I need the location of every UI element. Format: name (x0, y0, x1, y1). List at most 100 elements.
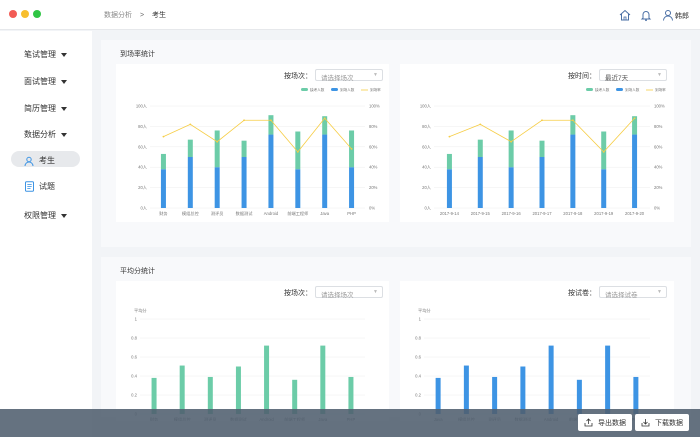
chart-svg: 平均分00.20.40.60.81财务模组总控测评员数据测试Android前端工… (131, 307, 365, 421)
x-tick-label: 财务 (159, 210, 168, 217)
x-tick-label: Java (320, 211, 330, 216)
y2-tick-label: 100% (369, 104, 380, 109)
session-select[interactable]: 请选择场次 ▼ (315, 69, 383, 82)
rate-point (162, 135, 165, 138)
bar (320, 345, 326, 414)
bar (576, 379, 582, 414)
y-tick-label: 20人 (138, 185, 148, 190)
y2-tick-label: 20% (369, 185, 378, 190)
legend-swatch (586, 88, 593, 91)
bar-absent (187, 139, 193, 157)
bar-attended (241, 157, 247, 208)
bar-absent (241, 140, 247, 157)
rate-line (163, 117, 352, 153)
rate-point (571, 119, 574, 122)
average-title: 平均分统计 (120, 268, 155, 275)
user-icon[interactable] (661, 8, 675, 22)
home-icon[interactable] (618, 8, 632, 22)
username[interactable]: 韩郎 (675, 13, 689, 20)
bar (520, 366, 526, 414)
sidebar-item-candidates[interactable] (11, 151, 80, 167)
bar-absent (570, 115, 576, 135)
bar-absent (508, 130, 514, 168)
y2-tick-label: 60% (369, 144, 378, 149)
bar-attended (508, 167, 514, 208)
sidebar-item-written-exam[interactable]: 笔试管理 (24, 49, 67, 60)
bar-absent (632, 116, 638, 135)
bar-attended (349, 167, 355, 208)
sidebar-item-interview[interactable]: 面试管理 (24, 76, 67, 87)
bar (151, 377, 157, 414)
sidebar-item-permissions[interactable]: 权限管理 (24, 210, 67, 221)
y2-tick-label: 80% (369, 124, 378, 129)
paper-select[interactable]: 请选择试卷 ▼ (599, 286, 667, 299)
legend-swatch (616, 88, 623, 91)
maximize-window-button[interactable] (33, 10, 41, 18)
rate-point (270, 119, 272, 122)
bar-attended (477, 157, 483, 208)
bar-absent (539, 140, 545, 157)
caret-down-icon (61, 106, 67, 111)
legend-swatch (301, 88, 308, 91)
sidebar-item-data-analysis[interactable]: 数据分析 (24, 129, 67, 140)
attendance-by-session-card: 按场次： 请选择场次 ▼ 缺考人数 到场人数 到场率 0人 0% 20人 20% 40人 40% 6… (116, 64, 389, 222)
time-select[interactable]: 最近7天 ▼ (599, 69, 667, 82)
bar-attended (570, 134, 576, 208)
chevron-down-icon: ▼ (657, 72, 662, 78)
y2-tick-label: 0% (369, 206, 375, 211)
y-tick-label: 100人 (136, 104, 148, 109)
avg-session-select[interactable]: 请选择场次 ▼ (315, 286, 383, 299)
bar (292, 379, 298, 414)
bar-attended (187, 157, 193, 208)
sidebar-item-label: 面试管理 (24, 77, 56, 86)
close-window-button[interactable] (9, 10, 17, 18)
legend-label: 到场人数 (625, 87, 640, 92)
rate-point (510, 140, 513, 143)
y-tick-label: 0人 (424, 206, 431, 211)
x-tick-label: 前端工程师 (287, 210, 308, 217)
sidebar-item-resume[interactable]: 简历管理 (24, 103, 67, 114)
caret-down-icon (61, 79, 67, 84)
bar-absent (160, 153, 166, 170)
download-data-button[interactable]: 下载数据 (635, 414, 689, 431)
bar (179, 365, 185, 414)
caret-down-icon (61, 52, 67, 57)
x-tick-label: PHP (347, 211, 356, 216)
y-tick-label: 0.8 (415, 336, 421, 341)
bar-attended (160, 169, 166, 208)
bell-icon[interactable] (639, 8, 653, 22)
bar-attended (214, 167, 220, 208)
y2-tick-label: 40% (654, 165, 663, 170)
y-tick-label: 0.8 (131, 336, 137, 341)
y-tick-label: 0.2 (415, 393, 421, 398)
title-bar: 数据分析 > 考生 韩郎 (0, 0, 700, 30)
attendance-by-time-card: 按时间： 最近7天 ▼ 缺考人数 到场人数 到场率 0人 0% 20人 20% 40人 40% 60… (400, 64, 674, 222)
export-icon (584, 418, 593, 427)
sidebar-item-questions[interactable]: 试题 (39, 182, 55, 191)
bar (348, 376, 354, 414)
y2-tick-label: 60% (654, 144, 663, 149)
rate-point (541, 119, 543, 122)
x-tick-label: 数据测试 (236, 210, 254, 217)
y-tick-label: 0.6 (131, 355, 137, 360)
y-tick-label: 1 (135, 317, 138, 322)
bar-attended (446, 169, 452, 208)
chevron-down-icon: ▼ (373, 289, 378, 295)
breadcrumb-parent[interactable]: 数据分析 (104, 12, 132, 19)
y-tick-label: 100人 (420, 104, 432, 109)
minimize-window-button[interactable] (21, 10, 29, 18)
bar (633, 376, 639, 414)
export-data-button[interactable]: 导出数据 (578, 414, 632, 431)
bar-absent (477, 139, 483, 157)
bar-attended (268, 134, 274, 208)
y2-tick-label: 0% (654, 206, 660, 211)
paper-filter-label: 按试卷： (568, 290, 596, 297)
y-tick-label: 0人 (140, 206, 147, 211)
sidebar-item-label: 简历管理 (24, 104, 56, 113)
y-tick-label: 40人 (422, 165, 432, 170)
rate-point (323, 117, 326, 120)
bottom-action-bar: 导出数据 下载数据 (0, 409, 700, 437)
bar (235, 366, 241, 414)
bar-absent (446, 153, 452, 170)
bar-absent (268, 115, 274, 135)
